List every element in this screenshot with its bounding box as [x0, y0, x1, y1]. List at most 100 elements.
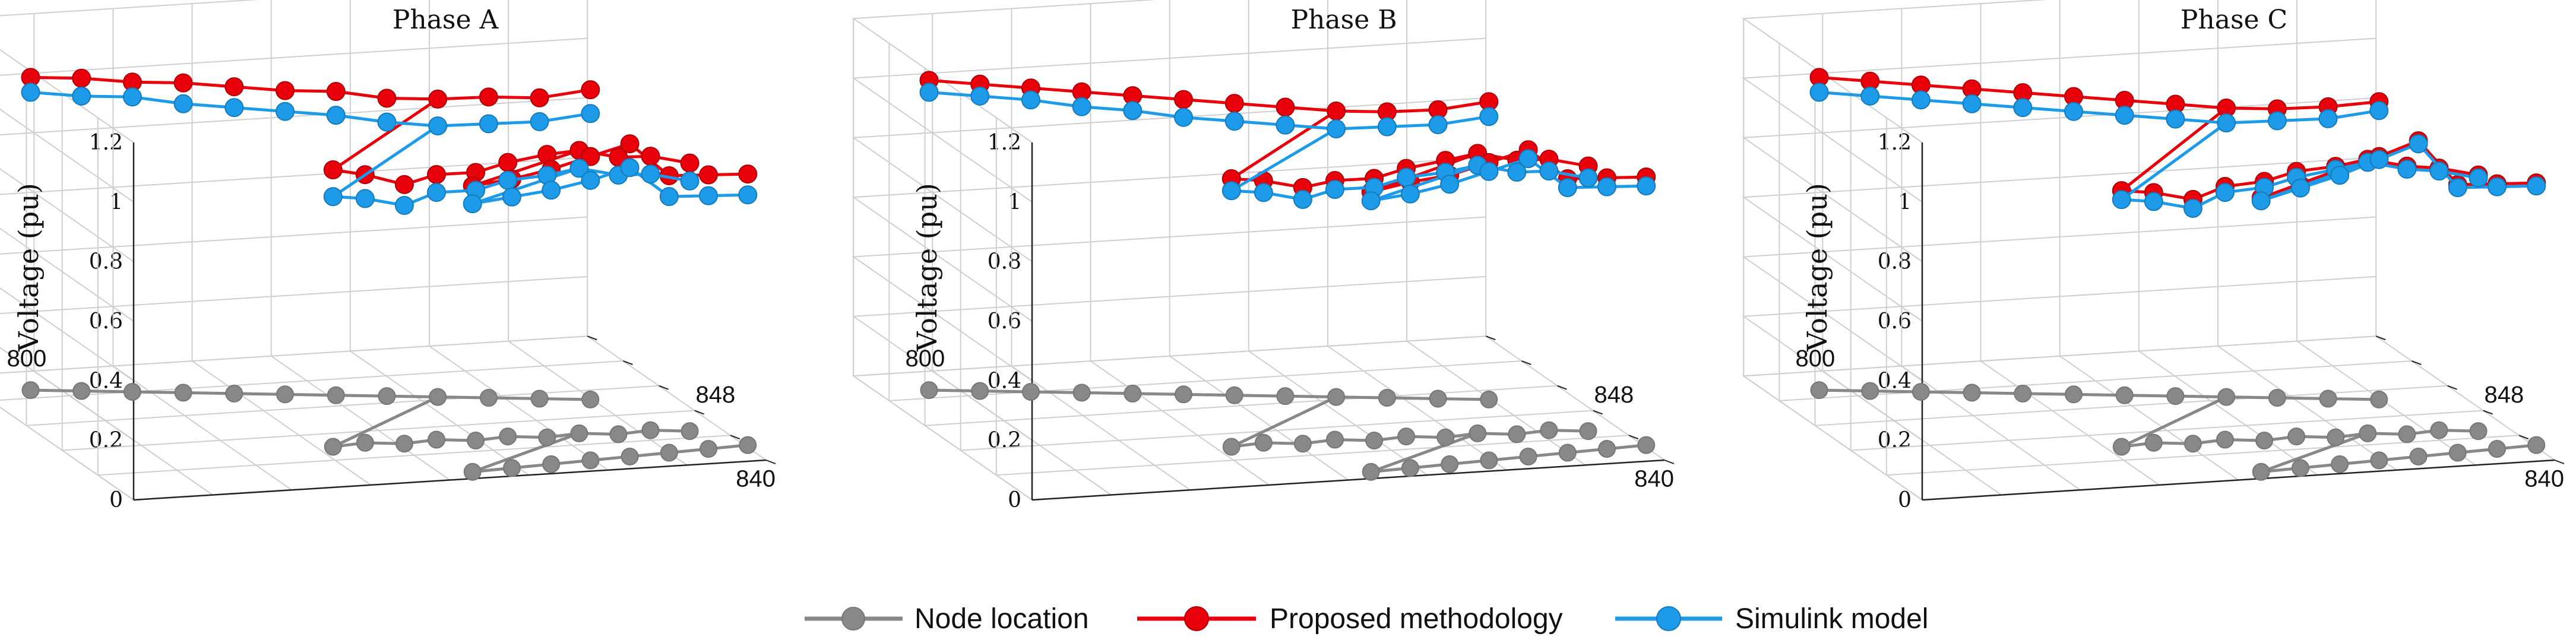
data-point — [680, 153, 700, 173]
data-point — [174, 384, 192, 402]
data-point — [700, 440, 718, 458]
z-axis-label: Voltage (pu) — [12, 183, 45, 352]
grid-line-z-5 — [0, 37, 588, 203]
data-point — [569, 159, 589, 178]
data-point — [1597, 177, 1617, 197]
data-point — [323, 160, 343, 180]
data-point — [620, 158, 640, 178]
data-point — [378, 387, 396, 406]
node-label-840: 840 — [736, 466, 776, 492]
y-tick-mark — [2447, 385, 2457, 390]
data-point — [2330, 166, 2350, 185]
data-point — [173, 94, 193, 113]
data-point — [581, 170, 600, 190]
data-point — [1222, 438, 1240, 456]
grid-line-floor-x — [1248, 350, 1428, 476]
data-point — [2166, 109, 2185, 129]
data-point — [2291, 459, 2309, 477]
series-segment — [1230, 395, 1337, 448]
series-segment — [1370, 164, 1479, 202]
legend-proposed-marker — [1184, 606, 1209, 631]
y-tick-mark — [659, 385, 669, 390]
grid-line-floor-y — [1743, 335, 2376, 377]
data-point — [426, 183, 446, 202]
series-segment — [1370, 432, 1479, 474]
grid-line-floor-x — [1169, 355, 1349, 481]
data-point — [1325, 180, 1344, 199]
legend-simulink-marker — [1656, 606, 1681, 631]
data-point — [1327, 388, 1346, 406]
data-point — [2429, 161, 2449, 181]
grid-line-floor-x — [350, 350, 530, 476]
series-proposed-methodology — [1809, 68, 2546, 209]
z-tick-label: 0.6 — [89, 309, 123, 334]
data-point — [1480, 451, 1498, 470]
grid-line-floor-y — [1850, 410, 2483, 451]
grid-line-floor-x — [112, 365, 292, 491]
data-point — [21, 381, 40, 400]
legend-item-simulink: Simulink model — [1615, 603, 1928, 635]
data-point — [427, 430, 445, 449]
panel-title: Phase B — [1290, 5, 1397, 35]
data-point — [122, 87, 142, 107]
grid-line-floor-x — [1090, 360, 1270, 486]
data-point — [429, 388, 447, 406]
data-point — [1579, 422, 1597, 441]
y-tick-mark — [587, 335, 597, 341]
data-point — [2527, 176, 2546, 196]
grid-line-floor-x — [192, 360, 371, 486]
data-point — [1224, 94, 1244, 113]
data-point — [1963, 384, 1981, 402]
data-point — [2268, 389, 2286, 407]
data-point — [1598, 440, 1616, 458]
data-point — [2252, 463, 2270, 481]
z-tick-label: 0.2 — [1878, 429, 1912, 453]
data-point — [2488, 177, 2507, 197]
data-point — [428, 89, 448, 109]
data-point — [394, 175, 414, 194]
data-point — [542, 180, 561, 200]
data-point — [1276, 115, 1295, 135]
node-label-800: 800 — [906, 346, 945, 372]
data-point — [620, 134, 640, 154]
grid-line-floor-x — [1485, 335, 1665, 461]
x-axis — [1031, 459, 1665, 501]
data-point — [502, 459, 521, 477]
z-tick-label: 0.6 — [988, 309, 1021, 334]
z-tick-label: 0 — [1008, 488, 1021, 512]
data-point — [1378, 389, 1396, 407]
z-tick-label: 0.4 — [1878, 369, 1912, 393]
data-point — [276, 81, 295, 100]
data-point — [1428, 115, 1448, 134]
data-point — [498, 170, 518, 190]
data-point — [1519, 447, 1537, 465]
data-point — [1479, 107, 1499, 126]
data-point — [2409, 447, 2428, 465]
panel-2: 0 0.2 0.4 0.6 0.8 1 1.2 Phase C Voltage (pu)800 8… — [1742, 0, 2565, 512]
data-point — [2527, 436, 2546, 454]
data-point — [2183, 198, 2202, 218]
grid-line-floor-x — [1743, 375, 1923, 501]
data-point — [530, 88, 549, 107]
y-tick-mark — [1521, 360, 1531, 365]
y-tick-mark — [730, 435, 740, 440]
data-point — [680, 171, 700, 191]
data-point — [326, 82, 346, 102]
data-point — [1429, 389, 1447, 408]
z-tick-label: 0 — [109, 488, 123, 512]
legend-node-label: Node location — [914, 603, 1089, 635]
grid-line-floor-y — [0, 335, 588, 374]
data-point — [1436, 428, 1455, 446]
grid-line-floor-y — [889, 360, 1522, 401]
grid-line-floor-x — [429, 346, 609, 471]
data-point — [1221, 181, 1241, 201]
data-point — [1327, 101, 1346, 121]
grid-line-floor-x — [271, 355, 451, 481]
data-point — [2369, 101, 2389, 121]
data-point — [479, 389, 498, 407]
legend-node-marker — [841, 607, 865, 631]
data-point — [224, 98, 244, 118]
y-tick-mark — [1557, 385, 1567, 390]
data-point — [2267, 111, 2287, 131]
data-point — [463, 463, 482, 481]
